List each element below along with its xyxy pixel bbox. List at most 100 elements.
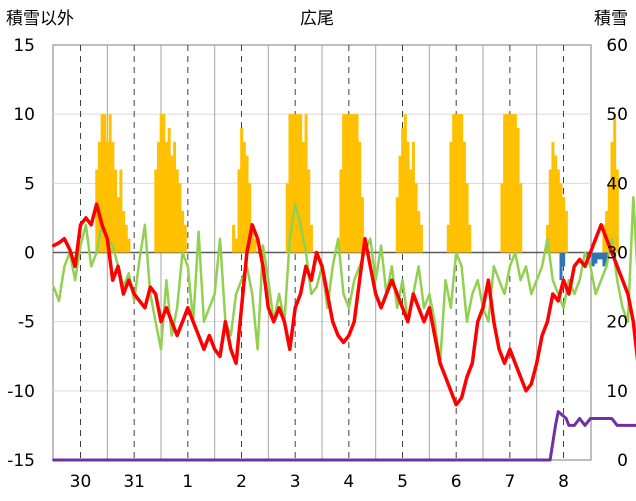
series-line — [51, 202, 636, 407]
bar — [446, 224, 450, 253]
bar — [162, 114, 166, 253]
bar — [597, 252, 601, 260]
x-tick-label: 5 — [397, 472, 408, 492]
bar — [403, 114, 407, 253]
bar — [309, 224, 313, 253]
x-tick-label: 30 — [70, 472, 92, 492]
bar — [111, 141, 115, 253]
bar — [406, 141, 410, 253]
bar — [559, 183, 563, 253]
bar — [503, 114, 507, 253]
bar — [602, 224, 606, 253]
bar — [97, 141, 101, 253]
bar — [105, 141, 109, 253]
bar — [607, 183, 611, 253]
bar — [119, 169, 123, 253]
bar — [468, 224, 472, 253]
bar — [610, 141, 614, 253]
right-tick-label: 20 — [606, 313, 628, 333]
x-tick-label: 8 — [558, 472, 569, 492]
bar — [411, 141, 415, 253]
bar — [293, 114, 297, 253]
x-tick-label: 6 — [451, 472, 462, 492]
bar — [615, 169, 619, 253]
bar — [602, 252, 606, 267]
bar — [414, 183, 418, 253]
bar — [347, 114, 351, 253]
bar — [304, 114, 308, 253]
bar — [513, 114, 517, 253]
line-series — [51, 195, 636, 462]
bar — [548, 169, 552, 253]
right-tick-label: 0 — [617, 451, 628, 471]
bar — [108, 114, 112, 253]
x-tick-label: 3 — [290, 472, 301, 492]
bar — [449, 141, 453, 253]
bar — [296, 114, 300, 253]
bar — [285, 183, 289, 253]
bar — [516, 128, 520, 253]
bar — [114, 169, 118, 253]
bar — [342, 114, 346, 253]
bar — [339, 169, 343, 253]
bar — [156, 141, 160, 253]
bar — [358, 141, 362, 253]
series-line — [52, 410, 636, 462]
bar — [417, 211, 421, 253]
bar — [253, 238, 257, 253]
bar — [165, 141, 169, 253]
bar — [551, 141, 555, 253]
bar — [454, 114, 458, 253]
bar — [562, 197, 566, 253]
bar — [127, 238, 131, 253]
bar — [457, 114, 461, 253]
x-tick-label: 7 — [504, 472, 515, 492]
bar — [245, 155, 249, 253]
left-tick-label: -5 — [18, 313, 35, 333]
bar — [350, 114, 354, 253]
bar — [183, 224, 187, 253]
bar — [167, 128, 171, 253]
bar — [116, 197, 120, 253]
bar — [159, 114, 163, 253]
bar — [554, 155, 558, 253]
bar — [409, 169, 413, 253]
left-tick-label: 0 — [24, 244, 35, 264]
bar — [355, 114, 359, 253]
bar — [178, 183, 182, 253]
bar — [248, 183, 252, 253]
bar — [173, 141, 177, 253]
bar — [234, 238, 238, 253]
bar — [181, 211, 185, 253]
bar — [299, 114, 303, 253]
chart-title: 広尾 — [300, 9, 334, 29]
bar — [508, 114, 512, 253]
bar — [605, 211, 609, 253]
bar — [500, 183, 504, 253]
bar — [124, 224, 128, 253]
bar — [594, 252, 598, 264]
bar — [232, 224, 236, 253]
x-tick-label: 4 — [343, 472, 354, 492]
bar — [401, 128, 405, 253]
bar — [398, 155, 402, 253]
bar — [301, 141, 305, 253]
bar — [452, 114, 456, 253]
right-tick-label: 30 — [606, 244, 628, 264]
bar — [242, 141, 246, 253]
bar — [360, 197, 364, 253]
bar — [419, 224, 423, 253]
bar — [240, 128, 244, 253]
bar — [505, 114, 509, 253]
x-tick-label: 31 — [123, 472, 145, 492]
bar — [250, 224, 254, 253]
bar — [599, 252, 603, 260]
axis-labels: 15 60 10 50 5 40 0 30 -5 20 -10 10 -15 0 30 31 1 2 3 4 5 6 7 8 — [7, 36, 628, 492]
bar — [122, 211, 126, 253]
bar — [103, 114, 107, 253]
x-tick-label: 2 — [236, 472, 247, 492]
bar — [352, 114, 356, 253]
right-axis-title: 積雪 — [594, 9, 628, 29]
series-line — [52, 195, 636, 365]
